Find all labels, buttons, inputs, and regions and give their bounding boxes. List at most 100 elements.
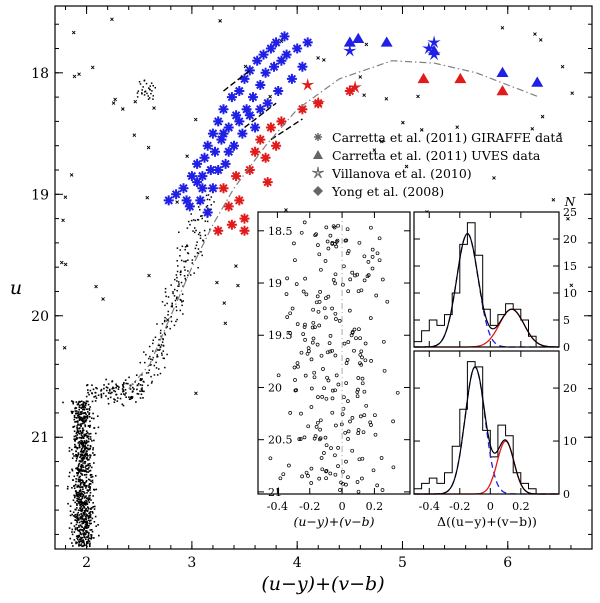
- ms-star: [80, 448, 83, 450]
- ms-star: [91, 530, 94, 533]
- ms-star: [87, 517, 90, 519]
- rgb-star: [181, 304, 183, 307]
- ms-star: [83, 483, 86, 485]
- blue-giraffe-point: [218, 128, 229, 139]
- rgb-star: [153, 374, 156, 376]
- ms-star: [79, 524, 82, 526]
- y-tick-label: 19: [31, 187, 49, 203]
- ms-star: [80, 412, 83, 415]
- ms-star: [91, 475, 94, 478]
- blue-giraffe-point: [207, 128, 218, 139]
- y-tick-label: 21: [31, 430, 49, 446]
- rgb-star: [150, 382, 153, 384]
- blue-giraffe-point: [248, 92, 258, 103]
- inset-point: [339, 480, 343, 485]
- ms-star: [82, 545, 85, 547]
- blue-giraffe-point: [239, 73, 250, 84]
- ms-star: [82, 427, 84, 430]
- ms-star: [76, 485, 79, 488]
- red-giraffe-point: [231, 171, 242, 182]
- rgb-star: [191, 262, 194, 264]
- ms-star: [83, 541, 85, 544]
- ms-star: [75, 401, 78, 403]
- rgb-star: [163, 332, 166, 334]
- rgb-star: [179, 298, 181, 301]
- ms-star: [76, 537, 78, 539]
- ms-star: [75, 508, 77, 511]
- ms-star: [80, 441, 82, 444]
- main-plot: 2 3 4 5 6 18 19 20 21 (u−y)+(v−b) u Carretta et …: [10, 5, 593, 595]
- ms-star: [72, 515, 75, 517]
- legend-asterisk-icon: [314, 133, 322, 141]
- ms-star: [77, 411, 80, 413]
- ms-star: [88, 512, 90, 515]
- sgb-star: [107, 383, 110, 385]
- rgb-star: [148, 369, 150, 371]
- inset-point: [299, 411, 303, 416]
- rgb-star: [140, 378, 143, 381]
- field-star: [557, 132, 562, 136]
- ms-star: [80, 517, 83, 520]
- ms-star: [76, 500, 79, 502]
- ms-star: [85, 531, 88, 534]
- ms-star: [79, 538, 82, 541]
- sgb-star: [107, 397, 110, 400]
- blue-giraffe-point: [220, 158, 231, 169]
- ms-star: [75, 438, 78, 441]
- ms-star: [79, 481, 81, 483]
- ms-star: [91, 510, 94, 513]
- inset-point: [324, 296, 328, 301]
- ms-star: [85, 515, 88, 517]
- inset-point: [344, 459, 348, 464]
- ms-star: [86, 447, 89, 450]
- ms-star: [79, 517, 82, 520]
- ms-star: [86, 454, 88, 457]
- sgb-star: [121, 388, 124, 390]
- ms-star: [75, 541, 77, 543]
- separator-line: [244, 102, 277, 129]
- field-star: [90, 65, 95, 70]
- ms-star: [85, 430, 88, 432]
- blue-giraffe-point: [192, 177, 203, 188]
- ms-star: [74, 501, 76, 504]
- ms-star: [74, 435, 77, 437]
- blue-giraffe-point: [260, 67, 271, 78]
- ms-star: [71, 469, 74, 472]
- ms-star: [85, 473, 88, 476]
- field-star: [223, 321, 228, 326]
- hb-star: [144, 91, 146, 93]
- field-star: [401, 120, 405, 125]
- inset-point: [380, 488, 385, 492]
- ms-star: [89, 465, 92, 467]
- inset-point: [302, 325, 307, 329]
- ms-star: [75, 494, 78, 497]
- blue-villanova-point: [427, 35, 441, 49]
- x-tick-label: 6: [503, 555, 512, 571]
- ms-star: [85, 468, 87, 470]
- ms-star: [82, 422, 84, 425]
- ms-star: [82, 540, 85, 543]
- ms-star: [82, 539, 84, 541]
- ms-star: [77, 464, 80, 466]
- hist-top-y-tick-label: 20: [563, 233, 577, 246]
- field-star: [379, 139, 384, 144]
- ms-star: [75, 491, 78, 493]
- ms-star: [88, 448, 90, 451]
- rgb-star: [196, 241, 198, 243]
- rgb-star: [161, 354, 163, 356]
- ms-star: [75, 436, 78, 439]
- ms-star: [93, 508, 96, 510]
- ms-star: [84, 444, 86, 447]
- ms-star: [77, 509, 80, 512]
- ms-star: [82, 437, 85, 439]
- rgb-star: [197, 266, 199, 269]
- red-giraffe-point: [297, 104, 308, 115]
- ms-star: [86, 531, 89, 534]
- ms-star: [88, 495, 90, 497]
- red-giraffe-point: [250, 146, 261, 157]
- inset-point: [303, 338, 307, 342]
- sgb-star: [95, 386, 97, 389]
- red-uves-point: [417, 72, 430, 84]
- field-star: [147, 273, 151, 278]
- ms-star: [87, 471, 90, 473]
